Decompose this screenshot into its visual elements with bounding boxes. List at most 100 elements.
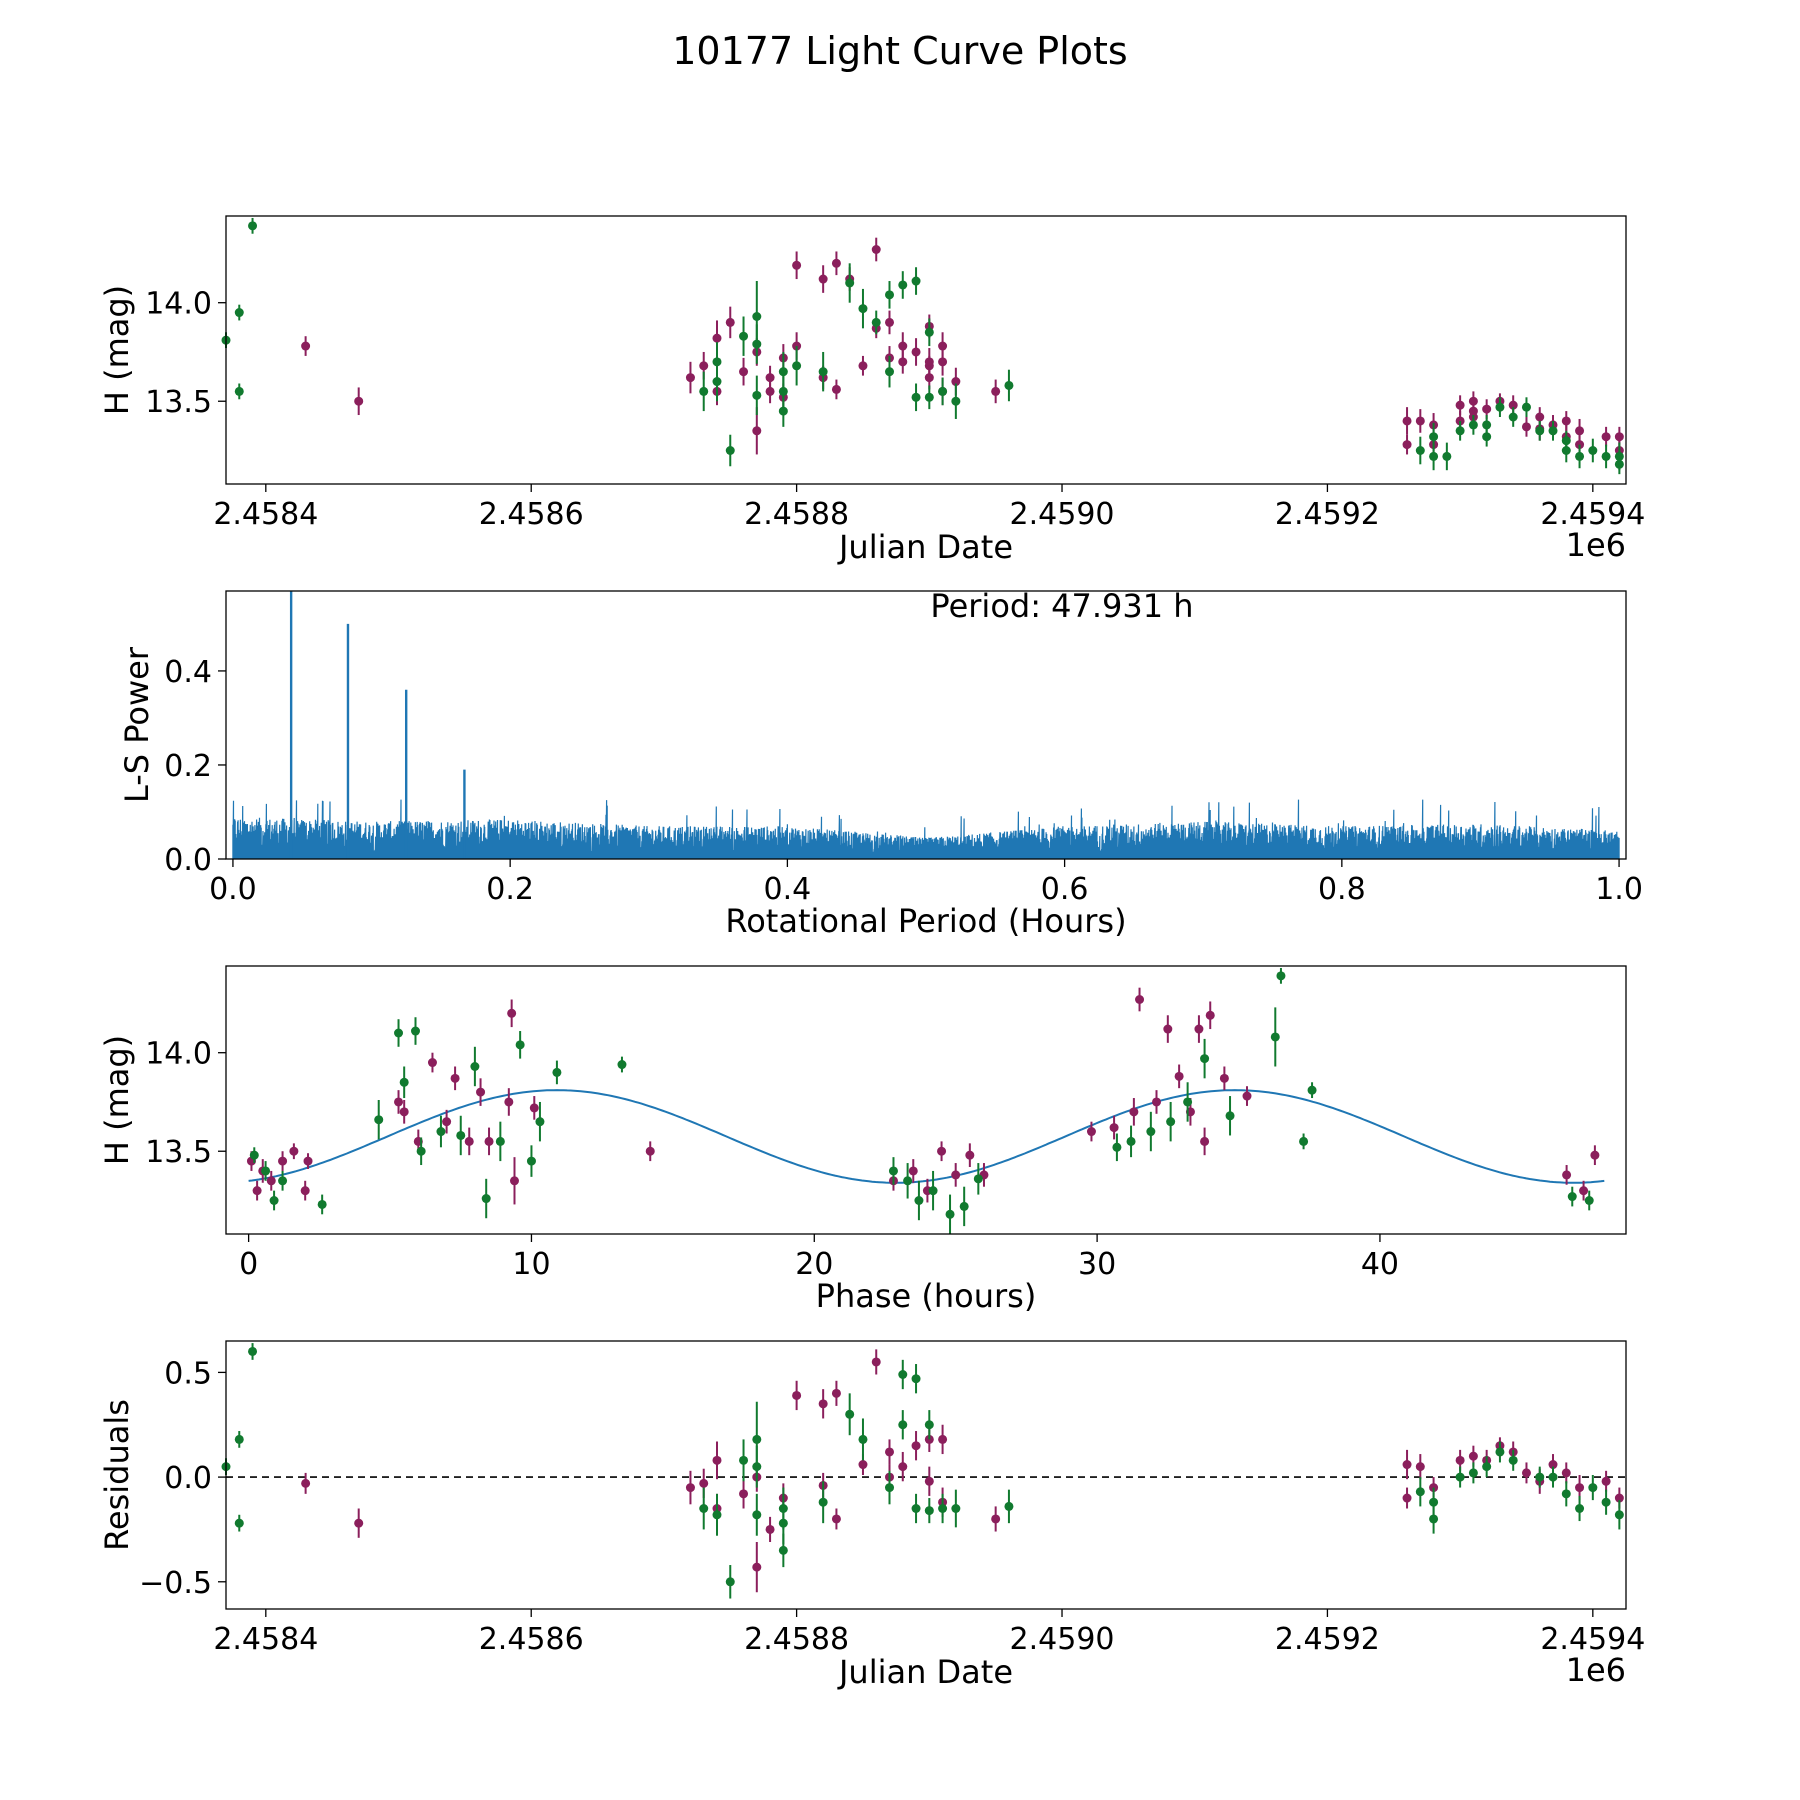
lightcurve-point bbox=[725, 317, 735, 327]
phased-point bbox=[1299, 1136, 1309, 1146]
lightcurve-point bbox=[792, 361, 802, 371]
phased-point bbox=[1109, 1123, 1119, 1133]
phased-point bbox=[1270, 1032, 1280, 1042]
lightcurve-point bbox=[1601, 451, 1611, 461]
lightcurve-point bbox=[924, 392, 934, 402]
lightcurve-point bbox=[1455, 400, 1465, 410]
lightcurve-ytick-label: 14.0 bbox=[145, 287, 212, 322]
lightcurve-point bbox=[1429, 432, 1439, 442]
residuals-point bbox=[1468, 1451, 1478, 1461]
lightcurve-point bbox=[898, 280, 908, 290]
phased-ytick-label: 14.0 bbox=[145, 1037, 212, 1072]
lightcurve-point bbox=[938, 357, 948, 367]
phased-point bbox=[261, 1166, 271, 1176]
phased-point bbox=[394, 1097, 404, 1107]
lightcurve-point bbox=[911, 347, 921, 357]
residuals-point bbox=[951, 1504, 961, 1513]
lightcurve-panel: 2.4584 2.4586 2.4588 2.4590 2.4592 2.4594 13.… bbox=[98, 215, 1645, 566]
lightcurve-xtick-label: 2.4586 bbox=[479, 497, 584, 532]
phased-point bbox=[903, 1176, 913, 1186]
residuals-point bbox=[845, 1409, 855, 1419]
residuals-point bbox=[752, 1510, 762, 1520]
phased-point bbox=[289, 1146, 299, 1156]
phased-point bbox=[476, 1087, 486, 1097]
lightcurve-point bbox=[1561, 416, 1571, 426]
phased-point bbox=[965, 1150, 975, 1160]
phased-point bbox=[436, 1127, 446, 1137]
lightcurve-xticks: 2.4584 2.4586 2.4588 2.4590 2.4592 2.4594 bbox=[213, 484, 1645, 532]
periodogram-xtick-label: 0.4 bbox=[764, 872, 812, 907]
lightcurve-point bbox=[938, 341, 948, 351]
residuals-point bbox=[1508, 1455, 1518, 1465]
residuals-xtick-label: 2.4584 bbox=[213, 1622, 318, 1657]
periodogram-ylabel: L-S Power bbox=[118, 646, 156, 803]
lightcurve-point bbox=[725, 446, 735, 455]
period-annotation: Period: 47.931 h bbox=[930, 587, 1193, 625]
residuals-point bbox=[1601, 1497, 1611, 1507]
residuals-xtick-label: 2.4590 bbox=[1010, 1622, 1115, 1657]
periodogram-panel: 0.0 0.2 0.4 0.6 0.8 1.0 0.0 0.2 0.4 Period: 47.… bbox=[118, 587, 1643, 940]
residuals-point bbox=[1468, 1468, 1478, 1478]
lightcurve-point bbox=[752, 426, 762, 436]
phased-point bbox=[937, 1146, 947, 1156]
lightcurve-point bbox=[885, 367, 895, 377]
residuals-point bbox=[938, 1504, 948, 1513]
lightcurve-point bbox=[752, 312, 762, 321]
lightcurve-point bbox=[831, 258, 841, 268]
residuals-point bbox=[234, 1518, 244, 1528]
lightcurve-point bbox=[752, 339, 762, 349]
residuals-point bbox=[778, 1504, 788, 1513]
periodogram-ytick-label: 0.2 bbox=[164, 749, 212, 784]
residuals-point bbox=[1548, 1460, 1558, 1470]
periodogram-xticks: 0.0 0.2 0.4 0.6 0.8 1.0 bbox=[209, 859, 1643, 907]
lightcurve-frame bbox=[225, 215, 1627, 485]
phased-marks bbox=[246, 967, 1605, 1234]
residuals-point bbox=[831, 1388, 841, 1398]
residuals-point bbox=[792, 1390, 802, 1400]
phased-point bbox=[1242, 1091, 1252, 1101]
phased-ylabel: H (mag) bbox=[98, 1035, 136, 1165]
residuals-xtick-label: 2.4594 bbox=[1540, 1622, 1645, 1657]
phased-point bbox=[1146, 1127, 1156, 1137]
phased-point bbox=[1567, 1192, 1577, 1202]
phased-point bbox=[252, 1186, 262, 1196]
residuals-point bbox=[739, 1455, 749, 1465]
residuals-point bbox=[1614, 1493, 1624, 1503]
lightcurve-point bbox=[699, 386, 709, 396]
phased-point bbox=[1225, 1111, 1235, 1121]
periodogram-ytick-label: 0.0 bbox=[164, 843, 212, 878]
phased-point bbox=[269, 1196, 279, 1205]
lightcurve-point bbox=[1402, 416, 1412, 426]
lightcurve-point bbox=[1442, 451, 1452, 461]
phased-point bbox=[427, 1058, 437, 1068]
lightcurve-point bbox=[818, 367, 828, 377]
lightcurve-point bbox=[1575, 426, 1585, 436]
lightcurve-point bbox=[699, 361, 709, 371]
phased-point bbox=[908, 1166, 918, 1176]
lightcurve-point bbox=[1588, 446, 1598, 455]
phased-point bbox=[300, 1186, 310, 1196]
phased-point bbox=[1205, 1010, 1215, 1020]
lightcurve-xtick-label: 2.4590 bbox=[1010, 497, 1115, 532]
phased-xtick-label: 40 bbox=[1361, 1247, 1399, 1282]
residuals-point bbox=[699, 1504, 709, 1513]
residuals-point bbox=[1402, 1460, 1412, 1470]
residuals-point bbox=[699, 1478, 709, 1488]
residuals-marks bbox=[221, 1343, 1626, 1599]
phased-point bbox=[504, 1097, 514, 1107]
residuals-point bbox=[858, 1460, 868, 1470]
residuals-point bbox=[818, 1497, 828, 1507]
residuals-point bbox=[818, 1399, 828, 1409]
periodogram-xtick-label: 0.8 bbox=[1318, 872, 1366, 907]
lightcurve-point bbox=[845, 278, 855, 288]
phased-point bbox=[495, 1136, 505, 1146]
residuals-point bbox=[924, 1476, 934, 1486]
lightcurve-point bbox=[991, 386, 1001, 396]
lightcurve-point bbox=[924, 373, 934, 383]
residuals-point bbox=[1495, 1447, 1505, 1457]
lightcurve-point bbox=[1482, 432, 1492, 442]
phased-point bbox=[399, 1107, 409, 1117]
phased-yticks: 13.5 14.0 bbox=[145, 1037, 226, 1170]
lightcurve-point bbox=[1482, 404, 1492, 414]
